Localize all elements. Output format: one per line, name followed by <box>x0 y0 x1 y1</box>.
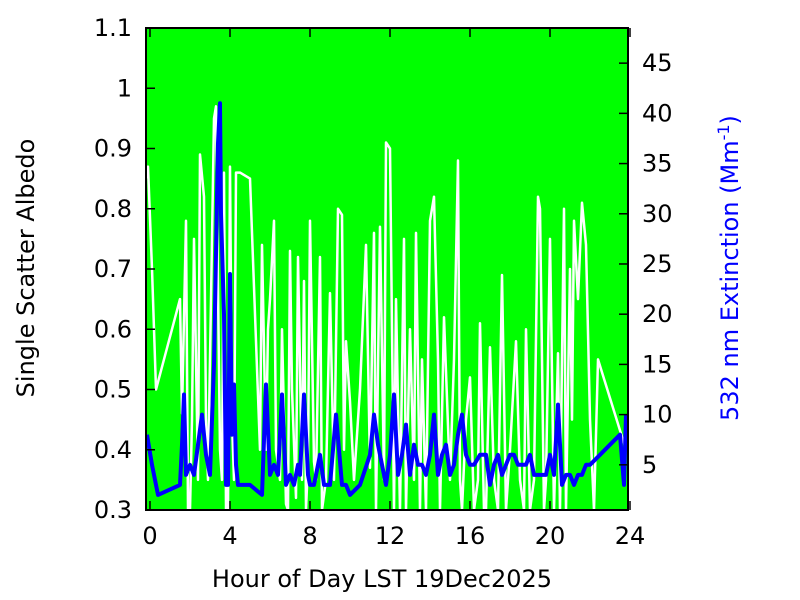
right-y-axis-title-close: ) <box>716 115 744 124</box>
right-y-tick-label: 15 <box>642 350 673 378</box>
right-y-tick-label: 5 <box>642 451 657 479</box>
right-y-tick-label: 30 <box>642 200 673 228</box>
extinction-series-line <box>145 101 628 497</box>
right-y-tick-label: 40 <box>642 99 673 127</box>
tick-layer: 0 4 8 12 16 20 24 0.3 0.4 0.5 0.6 0.7 0.8 0.9 1 1.1 5 10 1… <box>94 14 673 550</box>
right-y-tick-label: 25 <box>642 250 673 278</box>
left-y-tick-label: 0.8 <box>94 195 132 223</box>
left-y-tick-label: 0.5 <box>94 376 132 404</box>
left-y-tick-label: 0.4 <box>94 436 132 464</box>
left-y-tick-label: 1 <box>117 74 132 102</box>
x-tick-label: 4 <box>222 522 237 550</box>
right-y-axis-title: 532 nm Extinction (Mm-1) <box>714 115 744 421</box>
x-tick-label: 12 <box>375 522 406 550</box>
x-axis-title: Hour of Day LST 19Dec2025 <box>212 565 552 593</box>
left-y-tick-label: 0.3 <box>94 496 132 524</box>
x-tick-label: 0 <box>142 522 157 550</box>
right-y-tick-label: 20 <box>642 300 673 328</box>
left-y-tick-label: 1.1 <box>94 14 132 42</box>
x-tick-label: 24 <box>615 522 646 550</box>
right-y-tick-label: 45 <box>642 49 673 77</box>
x-tick-label: 16 <box>455 522 486 550</box>
right-y-axis-title-main: 532 nm Extinction (Mm <box>716 140 744 421</box>
left-y-tick-label: 0.9 <box>94 135 132 163</box>
x-tick-label: 8 <box>302 522 317 550</box>
left-y-tick-label: 0.6 <box>94 315 132 343</box>
left-y-tick-label: 0.7 <box>94 255 132 283</box>
series-layer <box>145 101 628 512</box>
right-y-axis-title-superscript: -1 <box>714 124 733 140</box>
x-tick-label: 20 <box>535 522 566 550</box>
right-y-tick-label: 10 <box>642 401 673 429</box>
right-y-tick-label: 35 <box>642 150 673 178</box>
left-y-axis-title: Single Scatter Albedo <box>12 139 40 398</box>
